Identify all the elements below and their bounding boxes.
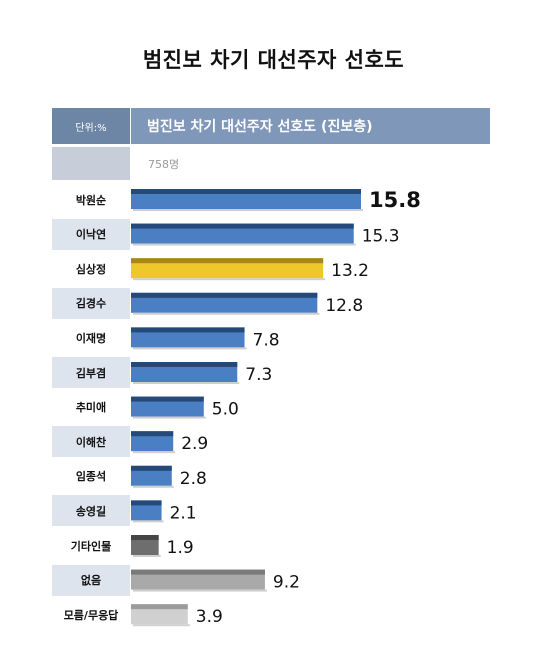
bar-shadow: [133, 209, 363, 211]
bar-shadow: [133, 382, 240, 384]
bar-shadow: [133, 416, 206, 419]
bar-top-bevel: [131, 431, 174, 437]
chart-title: 범진보 차기 대선주자 선호도: [142, 48, 405, 72]
bar-shadow: [133, 347, 247, 350]
sample-size: 758명: [148, 158, 180, 171]
data-label: 13.2: [331, 261, 369, 281]
bar-shadow: [133, 485, 174, 488]
data-label: 9.2: [273, 573, 300, 593]
data-label: 7.3: [245, 365, 272, 385]
bar-top-bevel: [131, 292, 318, 298]
bar-shadow: [133, 312, 320, 315]
category-label: 없음: [52, 564, 130, 596]
bar-top-bevel: [131, 223, 354, 229]
bar-top-bevel: [131, 396, 204, 402]
data-label: 7.8: [253, 330, 280, 350]
unit-label: 단위:%: [52, 108, 130, 144]
data-label: 2.8: [180, 469, 207, 489]
bar-top-bevel: [131, 362, 238, 367]
column-header: 범진보 차기 대선주자 선호도 (진보층): [131, 108, 490, 144]
category-label: 임종석: [75, 470, 107, 484]
data-label: 3.9: [196, 607, 223, 627]
data-label: 12.8: [325, 296, 363, 316]
data-label: 5.0: [212, 400, 239, 420]
bar-top-bevel: [131, 465, 172, 471]
bar-top-bevel: [131, 569, 265, 575]
category-label: 김부겸: [52, 357, 130, 388]
category-label: 박원순: [75, 193, 107, 207]
category-label: 기타인물: [70, 539, 112, 553]
category-label: 송영길: [52, 495, 130, 527]
bar-shadow: [133, 243, 356, 246]
category-label: 이해찬: [52, 426, 130, 458]
bar-top-bevel: [131, 500, 162, 506]
category-label: 이낙연: [52, 218, 130, 250]
category-label: 추미애: [75, 401, 107, 415]
bar-shadow: [133, 451, 176, 454]
bar-shadow: [133, 555, 161, 557]
bar-top-bevel: [131, 535, 159, 540]
bar-top-bevel: [131, 189, 361, 194]
bar-shadow: [133, 520, 164, 523]
bar-shadow: [133, 589, 267, 592]
category-label: 심상정: [75, 262, 107, 276]
data-label: 2.1: [170, 503, 197, 523]
data-label: 15.3: [362, 227, 400, 247]
data-label: 2.9: [181, 434, 208, 454]
sample-label-cell: [52, 147, 130, 180]
bar-shadow: [133, 278, 326, 281]
category-label: 김경수: [52, 287, 130, 319]
bar-top-bevel: [131, 258, 324, 264]
category-label: 모름/무응답: [63, 608, 119, 622]
data-label: 1.9: [167, 538, 194, 558]
data-label: 15.8: [369, 188, 421, 212]
category-label: 이재명: [75, 331, 107, 345]
bar-top-bevel: [131, 327, 245, 333]
bar-top-bevel: [131, 604, 188, 610]
bar-shadow: [133, 624, 190, 627]
